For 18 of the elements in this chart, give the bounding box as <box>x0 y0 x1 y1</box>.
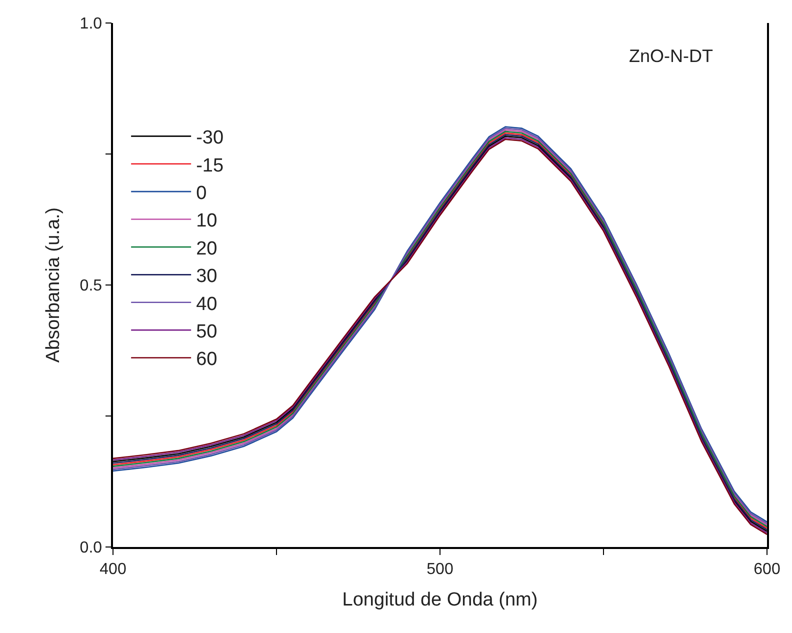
y-tick-label: 1.0 <box>80 16 102 33</box>
x-axis-title: Longitud de Onda (nm) <box>342 589 538 610</box>
x-tick-label: 500 <box>426 560 454 578</box>
legend-label: 40 <box>196 294 218 315</box>
legend-label: 30 <box>196 266 218 288</box>
y-tick-label: 0.5 <box>80 278 102 295</box>
legend-label: -15 <box>196 155 224 176</box>
y-tick-label: 0.0 <box>80 540 102 557</box>
x-tick-label: 600 <box>754 560 780 578</box>
legend-label: -30 <box>196 128 224 149</box>
legend-label: 0 <box>196 182 207 204</box>
legend-label: 10 <box>196 210 218 232</box>
x-tick-label: 400 <box>100 560 126 578</box>
y-axis-title: Absorbancia (u.a.) <box>43 207 64 363</box>
annotation: ZnO-N-DT <box>629 46 713 66</box>
legend-label: 60 <box>196 349 218 370</box>
legend-label: 50 <box>196 321 218 342</box>
legend-label: 20 <box>196 238 218 260</box>
